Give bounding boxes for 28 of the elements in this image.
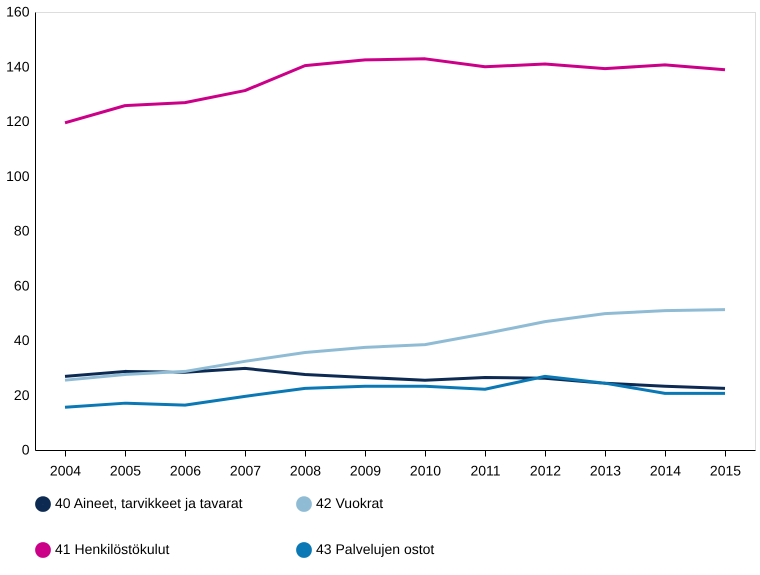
x-tick-label: 2010 — [410, 462, 442, 478]
y-tick-label: 120 — [6, 113, 30, 129]
y-tick-label: 140 — [6, 58, 30, 74]
legend-label: 40 Aineet, tarvikkeet ja tavarat — [55, 495, 243, 512]
x-tick-label: 2006 — [170, 462, 202, 478]
line-series — [64, 57, 726, 124]
y-tick-label: 0 — [22, 442, 30, 458]
x-tick-label: 2004 — [50, 462, 82, 478]
legend-label: 41 Henkilöstökulut — [55, 541, 170, 557]
y-tick-label: 60 — [14, 277, 30, 294]
legend-label: 43 Palvelujen ostot — [316, 541, 434, 557]
x-tick-label: 2011 — [470, 462, 501, 478]
y-tick-label: 80 — [14, 222, 30, 238]
x-tick-label: 2013 — [590, 462, 622, 478]
y-tick-label: 20 — [14, 386, 30, 403]
x-tick-label: 2009 — [350, 462, 382, 478]
x-tick-label: 2014 — [650, 462, 682, 478]
y-tick-label: 40 — [14, 332, 30, 348]
line-series — [64, 374, 726, 409]
y-tick-label: 160 — [6, 4, 30, 20]
x-tick-label: 2008 — [290, 462, 322, 478]
y-tick-label: 100 — [6, 168, 30, 184]
x-tick-label: 2007 — [230, 462, 262, 478]
x-tick-label: 2005 — [110, 462, 142, 478]
x-tick-label: 2012 — [530, 462, 562, 478]
legend-label: 42 Vuokrat — [316, 495, 384, 512]
line-series — [64, 308, 726, 382]
x-tick-label: 2015 — [710, 462, 742, 478]
